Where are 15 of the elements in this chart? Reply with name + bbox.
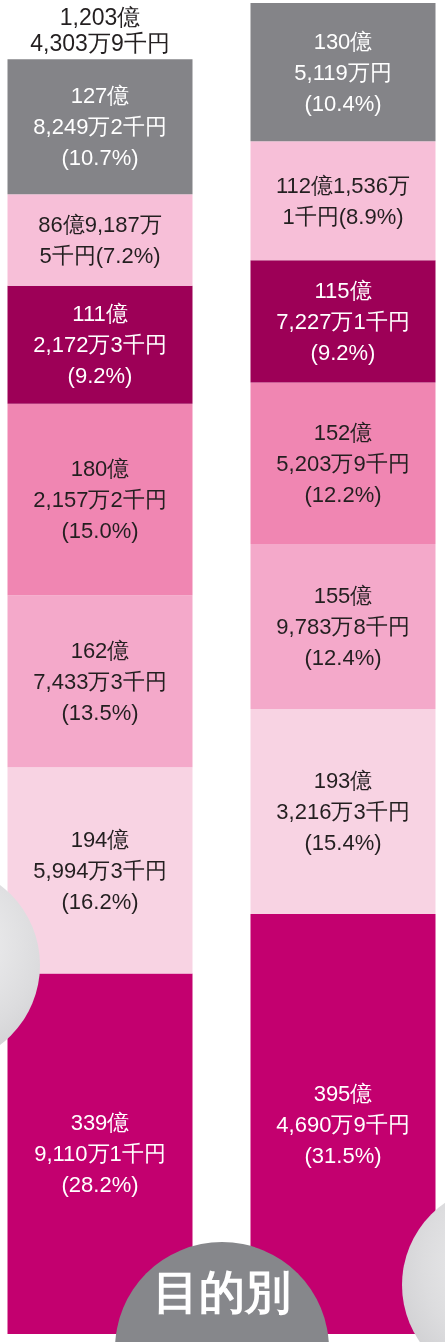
data-label: 339億 9,110万1千円 (28.2%) — [34, 1110, 166, 1198]
data-label: 180億 2,157万2千円 (15.0%) — [33, 455, 167, 543]
data-label: 115億 7,227万1千円 (9.2%) — [276, 277, 410, 365]
data-label: 155億 9,783万8千円 (12.4%) — [276, 583, 410, 671]
data-label: 111億 2,172万3千円 (9.2%) — [33, 301, 167, 389]
data-label: 152億 5,203万9千円 (12.2%) — [276, 419, 410, 507]
data-label: 194億 5,994万3千円 (16.2%) — [33, 826, 167, 914]
data-label: 193億 3,216万3千円 (15.4%) — [276, 767, 410, 855]
data-label: 395億 4,690万9千円 (31.5%) — [276, 1080, 410, 1168]
data-label: 86億9,187万 5千円(7.2%) — [38, 212, 162, 269]
data-label: 127億 8,249万2千円 (10.7%) — [33, 83, 167, 171]
total-label: 1,203億 4,303万9千円 — [30, 4, 170, 57]
data-label: 162億 7,433万3千円 (13.5%) — [33, 637, 167, 725]
data-label: 112億1,536万 1千円(8.9%) — [275, 172, 411, 229]
data-label: 130億 5,119万円 (10.4%) — [294, 28, 392, 116]
